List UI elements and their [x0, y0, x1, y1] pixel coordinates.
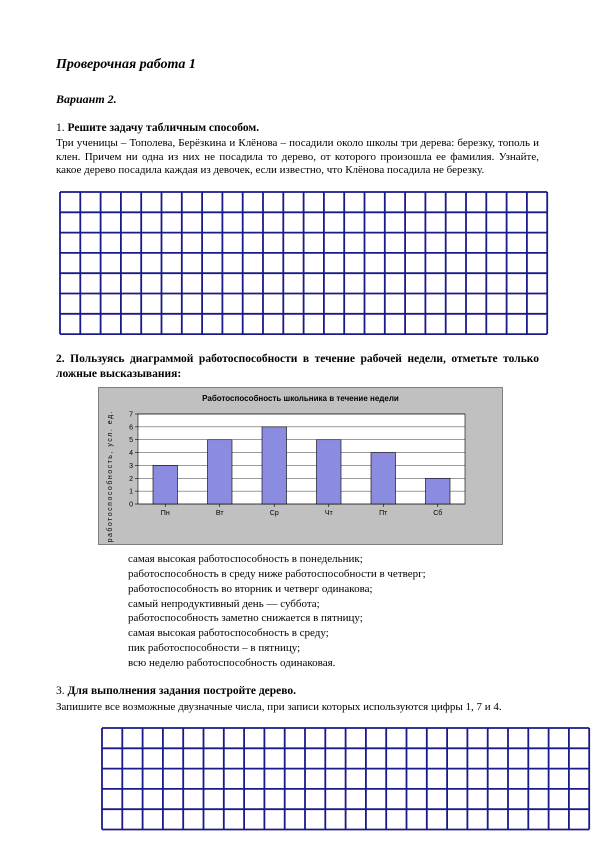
- q2-title: 2. Пользуясь диаграммой работоспособност…: [56, 353, 539, 379]
- statement-item: всю неделю работоспособность одинаковая.: [128, 657, 539, 671]
- svg-text:6: 6: [129, 424, 133, 431]
- svg-text:Сб: Сб: [433, 509, 442, 517]
- doc-title: Проверочная работа 1: [56, 56, 539, 74]
- statement-item: пик работоспособности – в пятницу;: [128, 642, 539, 656]
- statement-item: работоспособность заметно снижается в пя…: [128, 612, 539, 626]
- q3-heading: 3. Для выполнения задания постройте дере…: [56, 684, 539, 698]
- svg-text:Ср: Ср: [270, 510, 279, 517]
- q2-statements: самая высокая работоспособность в понеде…: [128, 553, 539, 670]
- svg-text:0: 0: [129, 501, 133, 508]
- statement-item: самая высокая работоспособность в среду;: [128, 627, 539, 641]
- q3-title: Для выполнения задания постройте дерево.: [68, 685, 297, 697]
- statement-item: самый непродуктивный день — суббота;: [128, 598, 539, 612]
- svg-text:5: 5: [129, 437, 133, 444]
- q1-heading: 1. Решите задачу табличным способом.: [56, 121, 539, 135]
- statement-item: работоспособность в среду ниже работоспо…: [128, 568, 539, 582]
- q3-body: Запишите все возможные двузначные числа,…: [56, 701, 539, 715]
- doc-variant: Вариант 2.: [56, 92, 539, 107]
- svg-text:2: 2: [129, 476, 133, 483]
- q1-number: 1.: [56, 122, 65, 134]
- bar-chart: 0 1 2 3 4 5 6 7 Пн Вт Ср Чт Пт Сб: [116, 410, 471, 520]
- svg-text:Пт: Пт: [379, 510, 388, 517]
- svg-text:4: 4: [129, 450, 133, 457]
- statement-item: самая высокая работоспособность в понеде…: [128, 553, 539, 567]
- q1-body: Три ученицы – Тополева, Берёзкина и Клён…: [56, 137, 539, 178]
- q3-number: 3.: [56, 685, 65, 697]
- chart-ylabel: работоспособность, усл. ед.: [105, 410, 116, 542]
- answer-grid-2: [98, 724, 593, 834]
- q1-title: Решите задачу табличным способом.: [68, 122, 260, 134]
- chart-panel: Работоспособность школьника в течение не…: [98, 387, 503, 545]
- svg-text:Пн: Пн: [161, 510, 170, 517]
- svg-text:Чт: Чт: [325, 510, 334, 517]
- svg-text:Вт: Вт: [216, 510, 224, 517]
- chart-title: Работоспособность школьника в течение не…: [105, 394, 496, 404]
- answer-grid-1: [56, 188, 551, 338]
- q2-heading: 2. Пользуясь диаграммой работоспособност…: [56, 352, 539, 381]
- statement-item: работоспособность во вторник и четверг о…: [128, 583, 539, 597]
- svg-text:1: 1: [129, 489, 133, 496]
- svg-text:3: 3: [129, 463, 133, 470]
- svg-text:7: 7: [129, 411, 133, 418]
